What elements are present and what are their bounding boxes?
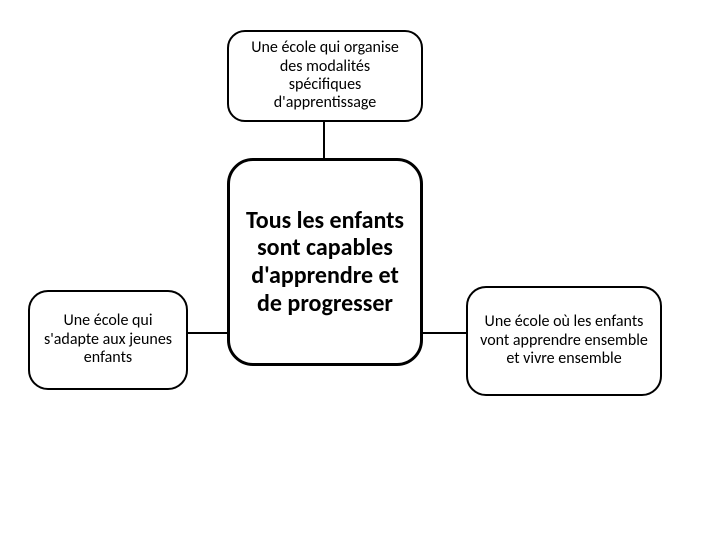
edge-left-center — [188, 332, 227, 334]
node-left: Une école qui s'adapte aux jeunes enfant… — [28, 290, 188, 390]
node-center-label: Tous les enfants sont capables d'apprend… — [242, 207, 408, 317]
node-right-label: Une école où les enfants vont apprendre … — [480, 313, 648, 368]
edge-top-center — [323, 122, 325, 158]
node-top-label: Une école qui organise des modalités spé… — [243, 39, 407, 113]
node-left-label: Une école qui s'adapte aux jeunes enfant… — [40, 312, 176, 367]
node-right: Une école où les enfants vont apprendre … — [466, 286, 662, 396]
node-center: Tous les enfants sont capables d'apprend… — [227, 158, 423, 366]
node-top: Une école qui organise des modalités spé… — [227, 30, 423, 122]
edge-right-center — [423, 332, 466, 334]
